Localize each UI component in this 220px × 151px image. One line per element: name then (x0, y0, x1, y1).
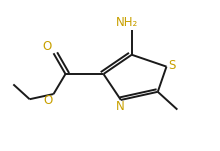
Text: S: S (168, 59, 176, 72)
Text: N: N (116, 100, 124, 113)
Text: O: O (42, 40, 52, 53)
Text: NH₂: NH₂ (116, 16, 139, 29)
Text: O: O (44, 94, 53, 107)
